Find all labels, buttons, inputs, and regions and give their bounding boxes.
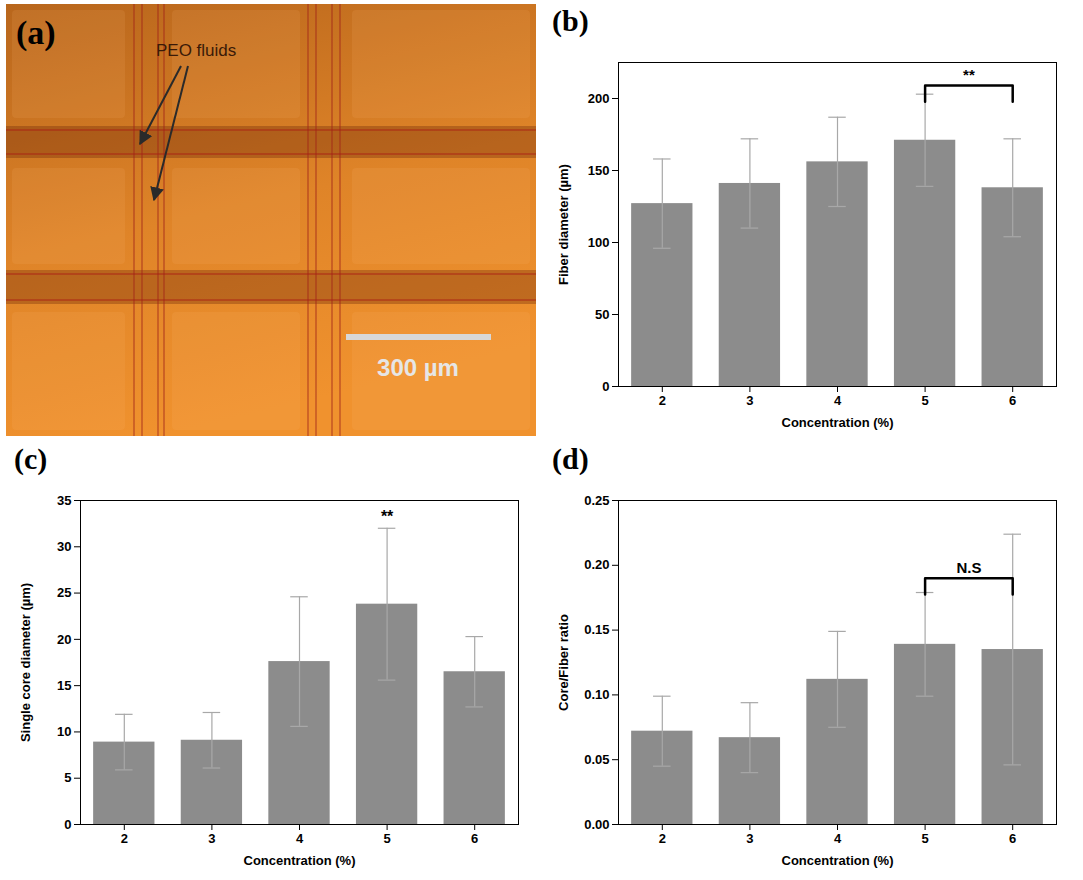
svg-text:2: 2 <box>659 831 666 846</box>
svg-text:0.20: 0.20 <box>584 557 609 572</box>
svg-text:0.25: 0.25 <box>584 493 609 508</box>
svg-text:Fiber diameter (µm): Fiber diameter (µm) <box>556 164 571 285</box>
svg-text:3: 3 <box>208 831 215 846</box>
svg-text:300 µm: 300 µm <box>377 354 459 381</box>
svg-text:Concentration (%): Concentration (%) <box>782 415 894 430</box>
svg-text:10: 10 <box>57 724 71 739</box>
svg-text:200: 200 <box>588 91 610 106</box>
svg-text:20: 20 <box>57 632 71 647</box>
svg-text:PEO fluids: PEO fluids <box>156 41 236 60</box>
svg-text:Concentration (%): Concentration (%) <box>244 853 356 868</box>
svg-text:6: 6 <box>1009 831 1016 846</box>
svg-text:30: 30 <box>57 539 71 554</box>
html-text:(c): (c) <box>14 442 48 475</box>
svg-text:(a): (a) <box>16 14 56 52</box>
svg-text:**: ** <box>963 66 975 83</box>
svg-text:4: 4 <box>296 831 304 846</box>
svg-text:0.05: 0.05 <box>584 752 609 767</box>
svg-text:100: 100 <box>588 235 610 250</box>
svg-text:3: 3 <box>746 393 753 408</box>
svg-text:50: 50 <box>595 307 609 322</box>
svg-text:5: 5 <box>921 831 928 846</box>
svg-text:5: 5 <box>64 770 71 785</box>
svg-text:150: 150 <box>588 163 610 178</box>
svg-text:35: 35 <box>57 493 71 508</box>
svg-text:N.S: N.S <box>956 559 981 576</box>
svg-text:Concentration (%): Concentration (%) <box>782 853 894 868</box>
svg-text:6: 6 <box>471 831 478 846</box>
svg-text:0.10: 0.10 <box>584 687 609 702</box>
svg-text:0: 0 <box>64 817 71 832</box>
svg-text:5: 5 <box>383 831 390 846</box>
svg-text:2: 2 <box>121 831 128 846</box>
svg-text:**: ** <box>381 508 394 525</box>
svg-text:6: 6 <box>1009 393 1016 408</box>
svg-text:4: 4 <box>834 831 842 846</box>
svg-text:0.15: 0.15 <box>584 622 609 637</box>
svg-text:2: 2 <box>659 393 666 408</box>
svg-text:0.00: 0.00 <box>584 817 609 832</box>
svg-text:4: 4 <box>834 393 842 408</box>
html-text:(d): (d) <box>552 442 589 475</box>
svg-text:25: 25 <box>57 585 71 600</box>
svg-text:0: 0 <box>602 379 609 394</box>
svg-text:5: 5 <box>921 393 928 408</box>
svg-text:Single core diameter (µm): Single core diameter (µm) <box>18 583 33 742</box>
svg-text:Core/Fiber ratio: Core/Fiber ratio <box>556 614 571 711</box>
svg-text:15: 15 <box>57 678 71 693</box>
svg-text:3: 3 <box>746 831 753 846</box>
html-text:(b): (b) <box>552 4 589 37</box>
